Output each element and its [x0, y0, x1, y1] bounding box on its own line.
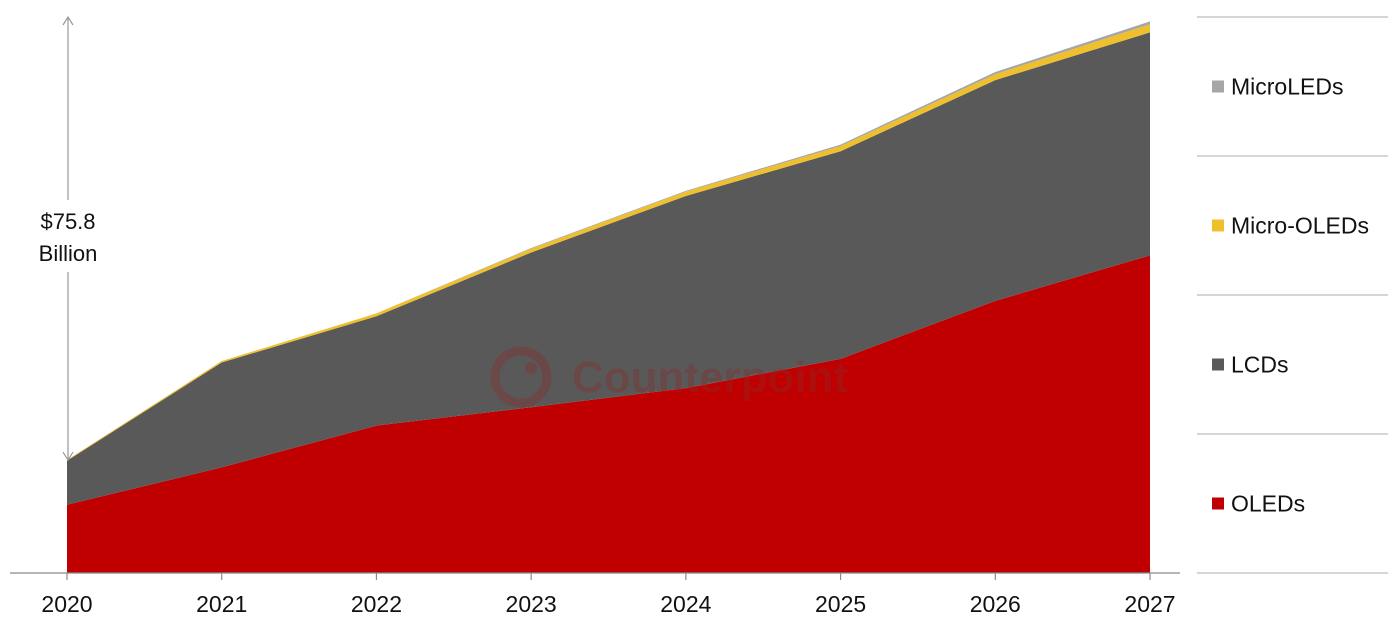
x-tick-label: 2027	[1124, 591, 1175, 617]
watermark-logo-dot	[525, 362, 537, 374]
x-tick-label: 2020	[41, 591, 92, 617]
legend-swatch-lcds	[1212, 358, 1224, 371]
legend-label-oleds: OLEDs	[1231, 491, 1305, 517]
annotation-value-label: $75.8	[40, 209, 95, 234]
annotation-arrowhead-bottom	[62, 451, 74, 462]
areas-layer	[67, 21, 1150, 573]
legend-label-lcds: LCDs	[1231, 352, 1289, 378]
x-tick-label: 2025	[815, 591, 866, 617]
legend-label-micro-oleds: Micro-OLEDs	[1231, 213, 1369, 239]
watermark-text: Counterpoint	[572, 353, 849, 402]
legend-swatch-micro-oleds	[1212, 219, 1224, 232]
legend-swatch-oleds	[1212, 497, 1224, 510]
area-lcds	[67, 32, 1150, 505]
total-annotation: $75.8 Billion	[28, 15, 108, 462]
x-tick-label: 2022	[351, 591, 402, 617]
legend-label-microleds: MicroLEDs	[1231, 74, 1343, 100]
annotation-arrowhead-top	[62, 15, 74, 26]
legend: MicroLEDs Micro-OLEDs LCDs OLEDs	[1197, 16, 1388, 574]
x-tick-label: 2024	[660, 591, 711, 617]
watermark: Counterpoint	[490, 346, 849, 408]
legend-swatch-microleds	[1212, 80, 1224, 93]
x-axis: 2020 2021 2022 2023 2024 2025 2026 2027	[10, 572, 1180, 617]
annotation-unit-label: Billion	[39, 241, 98, 266]
x-tick-label: 2026	[970, 591, 1021, 617]
x-tick-label: 2021	[196, 591, 247, 617]
area-oleds	[67, 255, 1150, 573]
annotation-label-bg	[28, 200, 108, 270]
watermark-logo-icon	[490, 346, 552, 408]
x-tick-label: 2023	[506, 591, 557, 617]
